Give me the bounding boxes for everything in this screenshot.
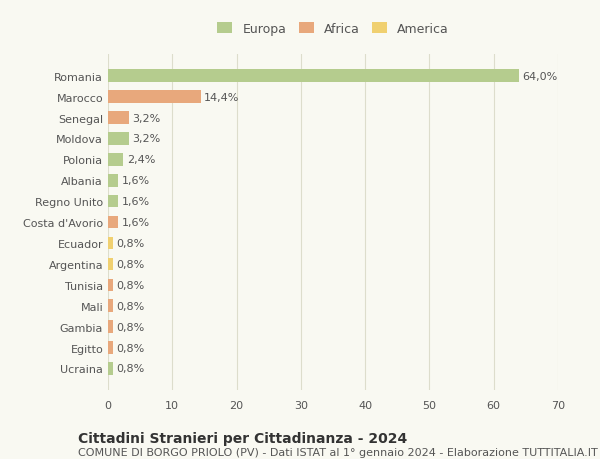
Text: 1,6%: 1,6% xyxy=(121,197,149,207)
Bar xyxy=(108,237,113,250)
Bar xyxy=(108,300,113,312)
Text: Cittadini Stranieri per Cittadinanza - 2024: Cittadini Stranieri per Cittadinanza - 2… xyxy=(78,431,407,445)
Bar xyxy=(108,174,118,187)
Text: 1,6%: 1,6% xyxy=(121,218,149,228)
Text: 3,2%: 3,2% xyxy=(132,134,160,144)
Bar xyxy=(108,216,118,229)
Bar xyxy=(108,196,118,208)
Text: 0,8%: 0,8% xyxy=(116,343,145,353)
Bar xyxy=(108,321,113,333)
Bar xyxy=(108,133,128,146)
Text: 2,4%: 2,4% xyxy=(127,155,155,165)
Text: 0,8%: 0,8% xyxy=(116,280,145,290)
Bar xyxy=(108,279,113,291)
Text: 0,8%: 0,8% xyxy=(116,301,145,311)
Bar xyxy=(108,154,124,166)
Legend: Europa, Africa, America: Europa, Africa, America xyxy=(212,18,454,41)
Bar xyxy=(108,91,200,104)
Bar xyxy=(108,112,128,124)
Text: 0,8%: 0,8% xyxy=(116,239,145,248)
Bar xyxy=(108,341,113,354)
Bar xyxy=(108,363,113,375)
Bar xyxy=(108,258,113,271)
Text: 0,8%: 0,8% xyxy=(116,259,145,269)
Text: 3,2%: 3,2% xyxy=(132,113,160,123)
Text: 64,0%: 64,0% xyxy=(523,72,558,82)
Text: 1,6%: 1,6% xyxy=(121,176,149,186)
Text: 0,8%: 0,8% xyxy=(116,364,145,374)
Text: COMUNE DI BORGO PRIOLO (PV) - Dati ISTAT al 1° gennaio 2024 - Elaborazione TUTTI: COMUNE DI BORGO PRIOLO (PV) - Dati ISTAT… xyxy=(78,448,598,458)
Text: 0,8%: 0,8% xyxy=(116,322,145,332)
Bar xyxy=(108,70,520,83)
Text: 14,4%: 14,4% xyxy=(204,92,239,102)
